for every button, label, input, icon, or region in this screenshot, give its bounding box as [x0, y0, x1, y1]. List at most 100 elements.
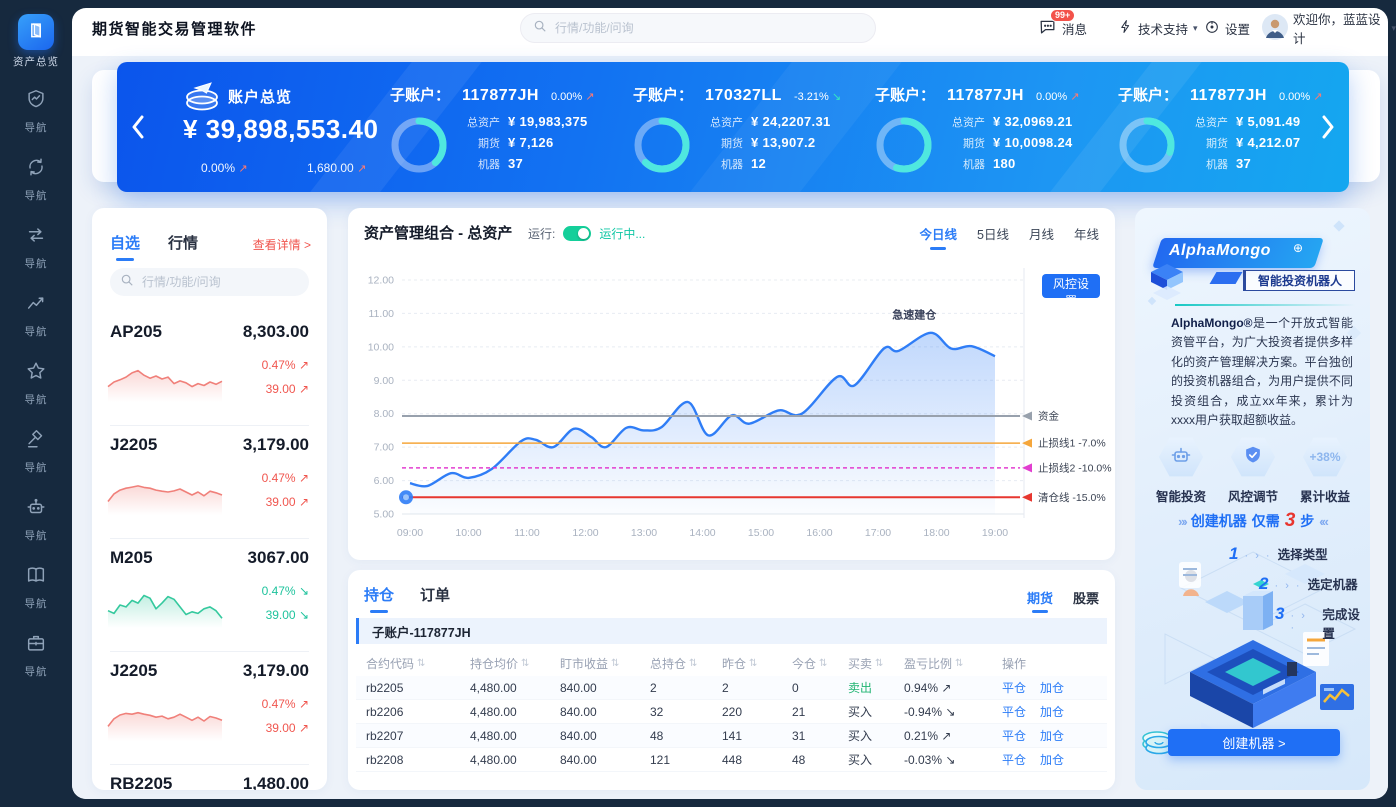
- tab-quotes[interactable]: 行情: [168, 235, 199, 252]
- subaccount-change: 0.00% ↗: [550, 91, 595, 103]
- total-assets-amount: ¥ 39,898,553.40: [183, 114, 379, 144]
- actions-cell: 平仓 加仓: [1002, 751, 1107, 768]
- close-position-link[interactable]: 平仓: [1002, 753, 1027, 767]
- create-step-2: 2 · › · 选定机器: [1259, 574, 1358, 593]
- svg-text:急速建仓: 急速建仓: [892, 307, 937, 321]
- column-header-6[interactable]: 今仓 ⇅: [792, 656, 828, 671]
- period-tab-4[interactable]: 年线: [1073, 228, 1099, 242]
- watchlist-search-input[interactable]: [140, 274, 299, 290]
- add-position-link[interactable]: 加仓: [1040, 681, 1065, 695]
- portfolio-title: 资产管理组合 - 总资产: [364, 225, 513, 242]
- messages-badge: 99+: [1050, 9, 1076, 22]
- subaccount-change: 0.00% ↗: [1278, 91, 1323, 103]
- column-header-1[interactable]: 合约代码 ⇅: [366, 656, 426, 671]
- risk-settings-button[interactable]: 风控设置: [1042, 274, 1100, 308]
- account-overview-banner: 账户总览 ¥ 39,898,553.40 0.00% ↗ 1,680.00 ↗ …: [117, 62, 1349, 192]
- svg-text:6.00: 6.00: [374, 475, 395, 487]
- add-position-link[interactable]: 加仓: [1040, 705, 1065, 719]
- sort-icon: ⇅: [521, 657, 530, 669]
- up-arrow-icon: ↗: [357, 163, 367, 175]
- period-tab-3[interactable]: 月线: [1028, 228, 1054, 242]
- close-position-link[interactable]: 平仓: [1002, 681, 1027, 695]
- period-tab-1[interactable]: 今日线: [920, 224, 958, 243]
- sort-icon: ⇅: [955, 657, 964, 669]
- add-position-link[interactable]: 加仓: [1040, 729, 1065, 743]
- subaccount-card-1[interactable]: 子账户： 117877JH 0.00% ↗ 总资产 ¥ 19,983,375 期货 ¥ 7…: [390, 84, 618, 180]
- side-cell: 卖出: [848, 681, 873, 695]
- settings-button[interactable]: 设置: [1204, 0, 1250, 56]
- add-position-link[interactable]: 加仓: [1040, 753, 1065, 767]
- user-menu[interactable]: 欢迎你，蓝蓝设计 ▾: [1262, 0, 1396, 56]
- svg-text:资金: 资金: [1038, 410, 1060, 423]
- header-search-input[interactable]: [553, 20, 863, 36]
- subaccount-id: 117877JH: [1190, 87, 1267, 104]
- tab-futures[interactable]: 期货: [1027, 588, 1053, 607]
- period-tab-2[interactable]: 5日线: [977, 228, 1009, 242]
- close-position-link[interactable]: 平仓: [1002, 705, 1027, 719]
- watchlist-item-M205[interactable]: M205 3067.00 0.47% ↘ 39.00 ↘: [107, 538, 309, 652]
- coin-stack-icon: [1139, 720, 1181, 765]
- sidebar-item-5[interactable]: 导航: [0, 360, 72, 407]
- tab-orders[interactable]: 订单: [420, 587, 451, 604]
- header-search[interactable]: [520, 13, 876, 43]
- pnl-cell: 0.21% ↗: [904, 728, 952, 743]
- watchlist-item-J2205[interactable]: J2205 3,179.00 0.47% ↗ 39.00 ↗: [107, 425, 309, 539]
- swap-arrows-icon: [0, 224, 72, 251]
- subaccount-card-2[interactable]: 子账户： 170327LL -3.21% ↘ 总资产 ¥ 24,2207.31 期货 ¥ …: [633, 84, 861, 180]
- close-position-link[interactable]: 平仓: [1002, 729, 1027, 743]
- sidebar-active-label: 资产总览: [13, 56, 59, 68]
- sidebar-item-3[interactable]: 导航: [0, 224, 72, 271]
- column-header-8[interactable]: 盈亏比例 ⇅: [904, 656, 964, 671]
- sidebar-item-1[interactable]: 导航: [0, 88, 72, 135]
- robot-platform-illustration: [1135, 544, 1370, 775]
- arrows-right-icon: »›: [1178, 514, 1187, 529]
- subaccount-id: 170327LL: [705, 87, 782, 104]
- create-robot-headline: »› 创建机器 仅需 3 步 ‹«: [1178, 510, 1329, 531]
- tab-watchlist[interactable]: 自选: [110, 232, 140, 253]
- tab-positions[interactable]: 持仓: [364, 584, 394, 605]
- subaccount-card-3[interactable]: 子账户： 117877JH 0.00% ↗ 总资产 ¥ 32,0969.21 期货 ¥ 1…: [875, 84, 1103, 180]
- sidebar-item-7[interactable]: 导航: [0, 496, 72, 543]
- allocation-donut: [1118, 116, 1176, 179]
- brand-accent: [1209, 272, 1243, 284]
- subaccount-bar: 子账户-117877JH: [356, 618, 1107, 644]
- sidebar-item-4[interactable]: 导航: [0, 292, 72, 339]
- tab-stocks[interactable]: 股票: [1072, 591, 1099, 606]
- overview-change-value: 1,680.00 ↗: [307, 161, 367, 175]
- table-row-rb2205: rb2205 4,480.00 840.00 2 2 0 卖出 0.94% ↗ 平仓 加仓: [356, 676, 1107, 700]
- banner-next-button[interactable]: [1315, 112, 1341, 142]
- watchlist-search[interactable]: [110, 268, 309, 296]
- view-details-link[interactable]: 查看详情 >: [252, 238, 311, 252]
- messages-button[interactable]: 99+ 消息: [1038, 0, 1087, 56]
- create-robot-button[interactable]: 创建机器 >: [1168, 729, 1340, 756]
- create-step-1: 1 · › · 选择类型: [1229, 544, 1328, 563]
- promo-description: AlphaMongo®是一个开放式智能资管平台，为广大投资者提供多样化的资产管理…: [1171, 316, 1353, 428]
- positions-card: 持仓 订单 期货 股票 子账户-117877JH 合约代码 ⇅ 持仓均价 ⇅ 盯市收益 ⇅…: [348, 570, 1115, 790]
- returns-value: +38%: [1309, 450, 1341, 464]
- column-header-7[interactable]: 买卖 ⇅: [848, 656, 884, 671]
- sort-icon: ⇅: [875, 657, 884, 669]
- sidebar-item-6[interactable]: 导航: [0, 428, 72, 475]
- svg-text:9.00: 9.00: [374, 375, 395, 387]
- banner-prev-button[interactable]: [125, 112, 151, 142]
- column-header-5[interactable]: 昨仓 ⇅: [722, 656, 758, 671]
- column-header-4[interactable]: 总持仓 ⇅: [650, 656, 698, 671]
- sidebar-item-8[interactable]: 导航: [0, 564, 72, 611]
- feature-3: +38% 累计收益: [1293, 436, 1357, 505]
- sparkle-decor: [1333, 220, 1345, 232]
- shield-icon: [1242, 444, 1264, 471]
- sidebar: 资产总览 导航 导航 导航 导航 导航 导航 导航 导航 导航: [0, 0, 72, 807]
- run-toggle[interactable]: [563, 226, 592, 241]
- support-menu[interactable]: 技术支持 ▾: [1118, 0, 1198, 56]
- sidebar-item-2[interactable]: 导航: [0, 156, 72, 203]
- sidebar-item-9[interactable]: 导航: [0, 632, 72, 679]
- watchlist-item-AP205[interactable]: AP205 8,303.00 0.47% ↗ 39.00 ↗: [107, 312, 309, 426]
- column-header-3[interactable]: 盯市收益 ⇅: [560, 656, 620, 671]
- subaccount-card-4[interactable]: 子账户： 117877JH 0.00% ↗ 总资产 ¥ 5,091.49 期货 ¥ 4,2…: [1118, 84, 1346, 180]
- divider: [1175, 304, 1355, 306]
- column-header-2[interactable]: 持仓均价 ⇅: [470, 656, 530, 671]
- support-label: 技术支持: [1138, 22, 1189, 37]
- watchlist-item-J2205[interactable]: J2205 3,179.00 0.47% ↗ 39.00 ↗: [107, 651, 309, 765]
- sidebar-item-asset-overview[interactable]: [18, 14, 54, 50]
